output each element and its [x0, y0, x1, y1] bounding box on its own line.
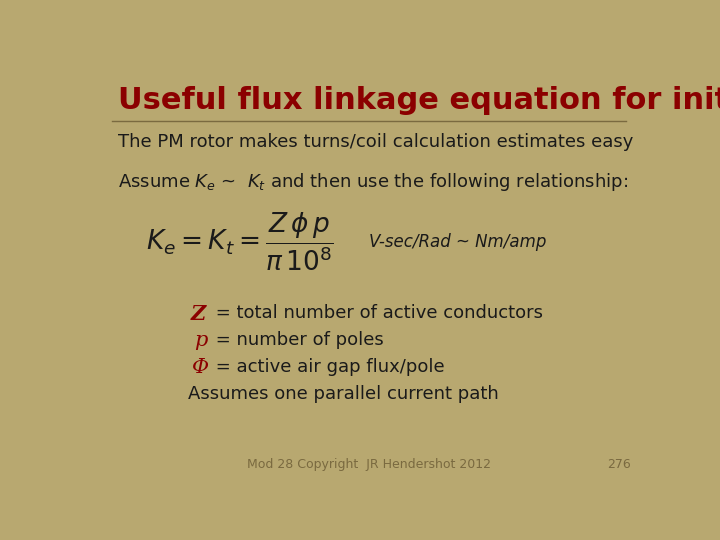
Text: Assumes one parallel current path: Assumes one parallel current path: [188, 385, 498, 403]
Text: V-sec/Rad ~ Nm/amp: V-sec/Rad ~ Nm/amp: [369, 233, 546, 251]
Text: 276: 276: [608, 458, 631, 471]
Text: p: p: [194, 331, 208, 350]
Text: $K_e = K_t = \dfrac{Z\,\phi\, p}{\pi\, 10^8}$: $K_e = K_t = \dfrac{Z\,\phi\, p}{\pi\, 1…: [145, 210, 334, 273]
Text: The PM rotor makes turns/coil calculation estimates easy: The PM rotor makes turns/coil calculatio…: [118, 133, 634, 151]
Text: = active air gap flux/pole: = active air gap flux/pole: [210, 358, 444, 376]
Text: Φ: Φ: [192, 358, 209, 377]
Text: Z: Z: [190, 304, 206, 324]
Text: Useful flux linkage equation for initial design: Useful flux linkage equation for initial…: [118, 85, 720, 114]
Text: Assume $K_e$ ~  $K_t$ and then use the following relationship:: Assume $K_e$ ~ $K_t$ and then use the fo…: [118, 171, 628, 193]
Text: = number of poles: = number of poles: [210, 331, 384, 349]
Text: Mod 28 Copyright  JR Hendershot 2012: Mod 28 Copyright JR Hendershot 2012: [247, 458, 491, 471]
Text: = total number of active conductors: = total number of active conductors: [210, 304, 543, 322]
